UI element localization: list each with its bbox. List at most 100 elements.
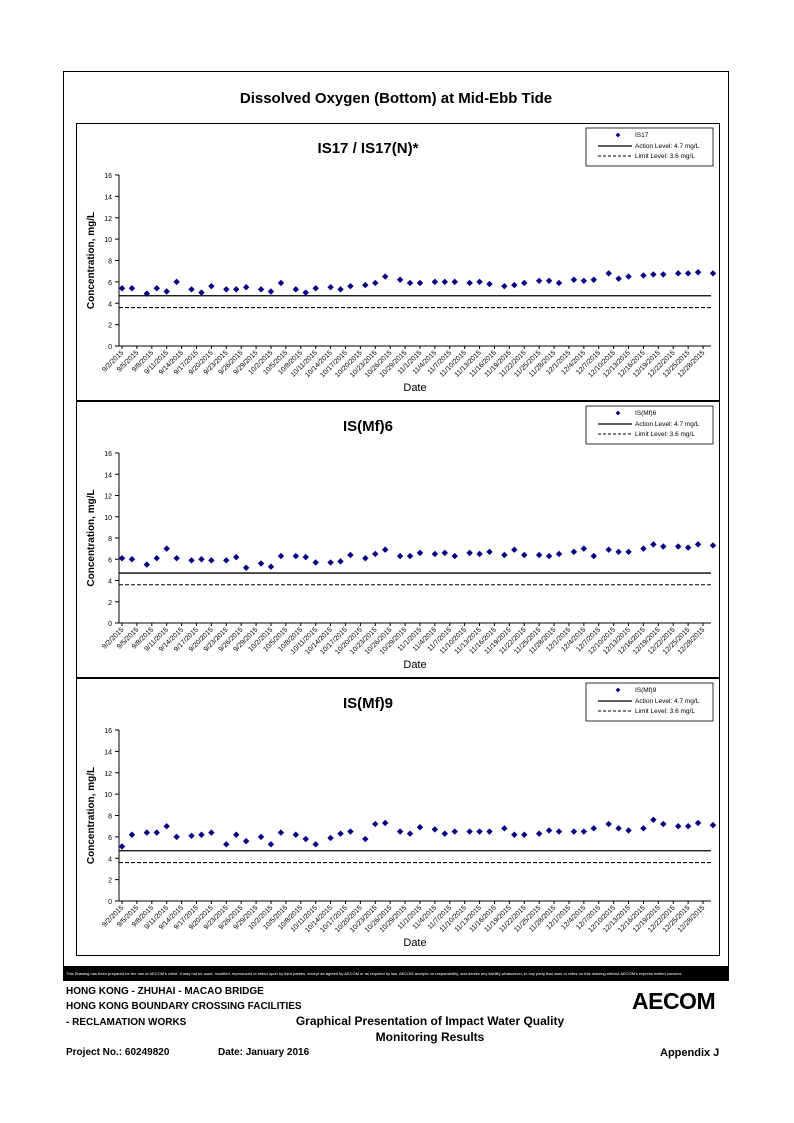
data-point (267, 288, 275, 295)
data-point (153, 285, 160, 292)
data-point (257, 560, 265, 567)
data-point (257, 286, 265, 293)
data-point (327, 834, 334, 842)
data-point (173, 554, 180, 562)
data-point (615, 548, 622, 556)
data-point (555, 828, 563, 835)
data-point (128, 556, 136, 563)
data-point (327, 284, 334, 291)
data-point (545, 277, 553, 285)
data-point (451, 828, 458, 835)
data-point (277, 552, 285, 560)
data-point (163, 822, 170, 830)
legend-box (585, 682, 714, 722)
data-point (501, 551, 508, 559)
chart-is-mf6: IS(Mf)602468101214169/2/20159/5/20159/8/… (76, 401, 720, 678)
y-tick-label: 10 (104, 792, 112, 799)
data-point (347, 282, 354, 290)
legend-label: IS17 (635, 132, 649, 139)
x-axis-title: Date (403, 382, 426, 394)
data-point (302, 289, 309, 296)
chart-is17: IS17 / IS17(N)*02468101214169/2/20159/5/… (76, 123, 720, 401)
legend-marker (615, 132, 621, 138)
data-point (198, 289, 205, 296)
data-point (684, 544, 692, 551)
data-point (267, 563, 275, 570)
data-point (451, 552, 458, 560)
data-point (615, 275, 622, 282)
data-point (555, 550, 563, 558)
data-point (337, 286, 344, 293)
data-point (223, 557, 230, 564)
y-tick-label: 14 (104, 194, 112, 201)
data-point (372, 550, 379, 558)
data-point (590, 552, 597, 560)
data-point (625, 273, 632, 280)
data-point (476, 550, 483, 558)
data-point (396, 276, 404, 283)
data-point (625, 827, 632, 834)
y-tick-label: 2 (108, 878, 112, 885)
legend-box (585, 127, 714, 167)
y-tick-label: 8 (108, 259, 112, 266)
chart-title: IS(Mf)6 (343, 418, 393, 435)
data-point (580, 828, 588, 835)
data-point (416, 549, 424, 557)
footer-project-number: Project No.: 60249820 (66, 1047, 170, 1058)
data-point (382, 273, 389, 280)
x-axis-title: Date (403, 659, 426, 671)
data-point (372, 279, 379, 287)
data-point (337, 558, 344, 565)
data-point (327, 559, 334, 566)
data-point (153, 829, 160, 836)
footer-date: Date: January 2016 (218, 1047, 310, 1058)
y-axis-title: Concentration, mg/L (86, 489, 97, 586)
data-point (223, 286, 230, 293)
y-tick-label: 2 (108, 600, 112, 607)
legend-marker (615, 687, 621, 693)
legend-label: Action Level: 4.7 mg/L (635, 698, 700, 705)
data-point (511, 546, 518, 553)
y-tick-label: 6 (108, 280, 112, 287)
data-point (143, 290, 151, 297)
data-point (466, 279, 473, 287)
y-tick-label: 4 (108, 579, 112, 586)
data-point (441, 549, 448, 557)
chart-border (76, 401, 720, 678)
data-point (545, 552, 553, 560)
y-tick-label: 0 (108, 899, 112, 906)
data-point (118, 285, 126, 292)
data-point (709, 542, 717, 549)
y-tick-label: 2 (108, 323, 112, 330)
data-point (684, 270, 692, 277)
y-tick-label: 10 (104, 237, 112, 244)
legend: IS17 Action Level: 4.7 mg/L Limit Level: 3… (585, 127, 714, 167)
data-point (486, 548, 493, 556)
data-point (466, 549, 473, 557)
page-title: Dissolved Oxygen (Bottom) at Mid-Ebb Tid… (239, 90, 553, 107)
legend-label: Limit Level: 3.6 mg/L (635, 431, 695, 438)
data-point (486, 828, 493, 835)
data-point (501, 282, 508, 290)
legend-box (585, 405, 714, 445)
y-tick-label: 16 (104, 173, 112, 180)
chart-title: IS17 / IS17(N)* (318, 140, 419, 157)
data-point (208, 282, 215, 290)
y-tick-label: 10 (104, 515, 112, 522)
data-point (694, 269, 702, 276)
data-point (605, 546, 612, 553)
data-point (416, 279, 424, 287)
data-point (650, 541, 657, 548)
y-axis-title: Concentration, mg/L (86, 212, 97, 309)
data-point (570, 548, 578, 556)
footer-drawing-subtitle: Monitoring Results (375, 1030, 485, 1044)
data-point (302, 553, 309, 561)
data-point (640, 272, 647, 279)
chart-is-mf9: IS(Mf)902468101214169/2/20159/5/20159/8/… (76, 678, 720, 956)
y-tick-label: 4 (108, 301, 112, 308)
data-point (555, 279, 563, 287)
data-point (188, 557, 195, 564)
data-point (660, 543, 667, 550)
data-point (660, 271, 667, 278)
data-point (675, 822, 682, 830)
